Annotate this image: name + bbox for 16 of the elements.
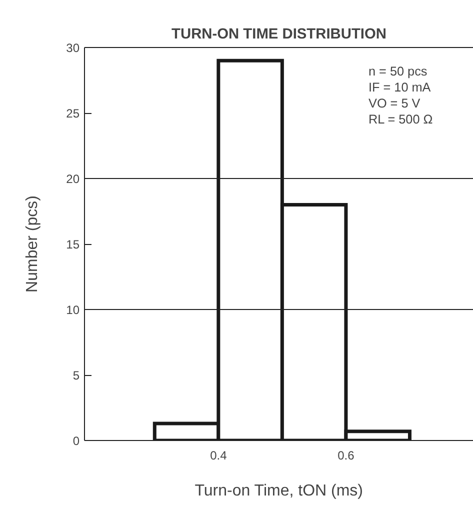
- x-axis-title: Turn-on Time, tON (ms): [194, 482, 364, 500]
- x-tick-label: 0.6: [338, 448, 355, 462]
- y-axis-title: Number (pcs): [24, 196, 42, 292]
- chart-title: TURN-ON TIME DISTRIBUTION: [172, 26, 386, 42]
- y-tick-label: 25: [66, 106, 80, 120]
- x-tick-label: 0.4: [210, 448, 228, 462]
- annotation: IF = 10 mA: [368, 80, 432, 94]
- y-tick-label: 20: [66, 172, 80, 186]
- y-tick-label: 5: [72, 368, 80, 382]
- annotation: n = 50 pcs: [368, 64, 428, 78]
- y-tick-label: 30: [66, 41, 80, 55]
- annotation: RL = 500 Ω: [368, 112, 433, 126]
- y-tick-label: 15: [66, 238, 80, 252]
- y-tick-label: 0: [72, 434, 80, 448]
- annotation: VO = 5 V: [368, 96, 421, 110]
- y-tick-label: 10: [66, 303, 80, 317]
